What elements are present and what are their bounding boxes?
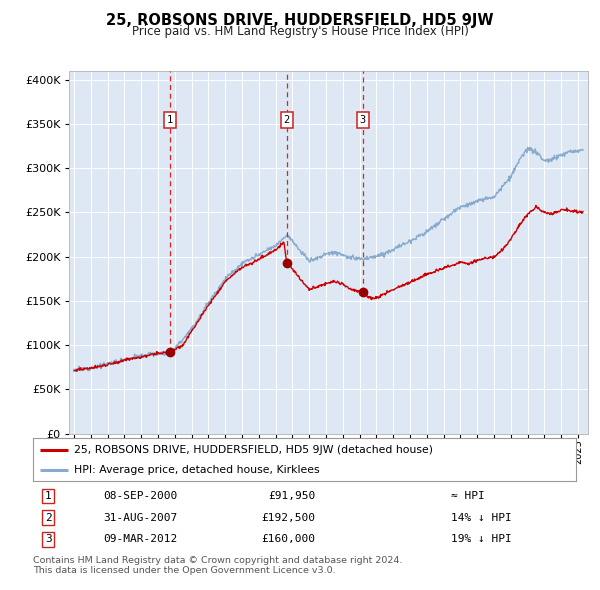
Text: 08-SEP-2000: 08-SEP-2000 (104, 491, 178, 501)
Text: 14% ↓ HPI: 14% ↓ HPI (451, 513, 512, 523)
Text: £160,000: £160,000 (262, 535, 316, 545)
Text: £91,950: £91,950 (268, 491, 316, 501)
Text: 1: 1 (166, 115, 173, 124)
Text: Price paid vs. HM Land Registry's House Price Index (HPI): Price paid vs. HM Land Registry's House … (131, 25, 469, 38)
Text: Contains HM Land Registry data © Crown copyright and database right 2024.: Contains HM Land Registry data © Crown c… (33, 556, 403, 565)
Text: 31-AUG-2007: 31-AUG-2007 (104, 513, 178, 523)
Text: 25, ROBSONS DRIVE, HUDDERSFIELD, HD5 9JW: 25, ROBSONS DRIVE, HUDDERSFIELD, HD5 9JW (106, 13, 494, 28)
Text: 2: 2 (45, 513, 52, 523)
Text: HPI: Average price, detached house, Kirklees: HPI: Average price, detached house, Kirk… (74, 466, 319, 475)
Text: 19% ↓ HPI: 19% ↓ HPI (451, 535, 512, 545)
Text: This data is licensed under the Open Government Licence v3.0.: This data is licensed under the Open Gov… (33, 566, 335, 575)
Text: 3: 3 (45, 535, 52, 545)
Text: £192,500: £192,500 (262, 513, 316, 523)
Text: 25, ROBSONS DRIVE, HUDDERSFIELD, HD5 9JW (detached house): 25, ROBSONS DRIVE, HUDDERSFIELD, HD5 9JW… (74, 445, 433, 455)
Text: 3: 3 (359, 115, 366, 124)
Text: ≈ HPI: ≈ HPI (451, 491, 485, 501)
Text: 2: 2 (284, 115, 290, 124)
Text: 09-MAR-2012: 09-MAR-2012 (104, 535, 178, 545)
Text: 1: 1 (45, 491, 52, 501)
